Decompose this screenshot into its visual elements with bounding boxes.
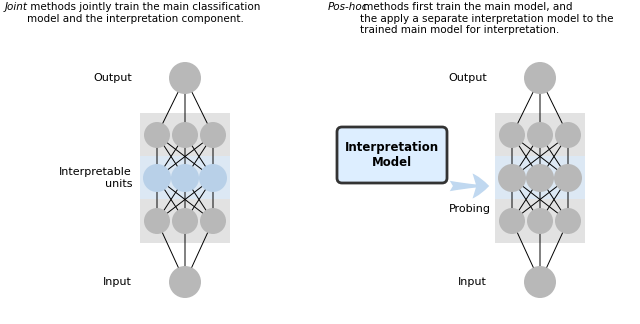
Circle shape: [524, 266, 556, 298]
Text: Joint: Joint: [5, 2, 28, 12]
Text: Pos-hoc: Pos-hoc: [328, 2, 369, 12]
FancyBboxPatch shape: [337, 127, 447, 183]
Circle shape: [200, 122, 226, 148]
Bar: [140, 156, 230, 200]
Circle shape: [172, 208, 198, 234]
Circle shape: [169, 266, 201, 298]
Circle shape: [144, 208, 170, 234]
Circle shape: [527, 208, 553, 234]
Circle shape: [555, 122, 581, 148]
Bar: [140, 113, 230, 157]
Text: methods first train the main model, and
the apply a separate interpretation mode: methods first train the main model, and …: [360, 2, 614, 35]
Text: Interpretation
Model: Interpretation Model: [345, 141, 439, 169]
Circle shape: [524, 62, 556, 94]
Circle shape: [172, 122, 198, 148]
Circle shape: [555, 208, 581, 234]
FancyArrowPatch shape: [450, 173, 489, 199]
Text: Output: Output: [93, 73, 132, 83]
Circle shape: [200, 208, 226, 234]
Text: methods jointly train the main classification
model and the interpretation compo: methods jointly train the main classific…: [27, 2, 260, 24]
Text: Probing: Probing: [449, 204, 490, 214]
Bar: [140, 199, 230, 243]
Circle shape: [499, 122, 525, 148]
Circle shape: [143, 164, 171, 192]
Circle shape: [499, 208, 525, 234]
Text: Output: Output: [448, 73, 487, 83]
Circle shape: [199, 164, 227, 192]
Bar: [495, 156, 585, 200]
Text: Input: Input: [103, 277, 132, 287]
Text: Interpretable
units: Interpretable units: [60, 167, 132, 189]
Text: Input: Input: [458, 277, 487, 287]
Bar: [495, 199, 585, 243]
Bar: [495, 113, 585, 157]
Circle shape: [527, 122, 553, 148]
Circle shape: [554, 164, 582, 192]
Circle shape: [498, 164, 526, 192]
Circle shape: [171, 164, 199, 192]
Circle shape: [526, 164, 554, 192]
Circle shape: [144, 122, 170, 148]
Circle shape: [169, 62, 201, 94]
